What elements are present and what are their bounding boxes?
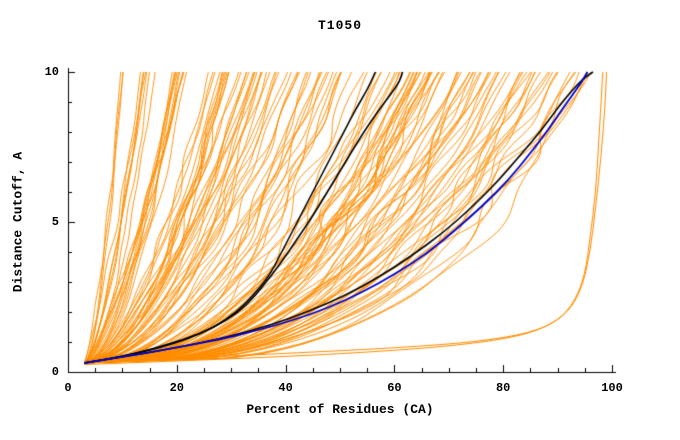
x-tick-label: 40: [278, 381, 293, 395]
y-tick-label: 0: [51, 365, 59, 379]
x-tick-label: 60: [387, 381, 402, 395]
y-tick-label: 5: [51, 215, 59, 229]
y-tick-label: 10: [44, 65, 59, 79]
x-tick-label: 0: [64, 381, 72, 395]
y-axis-label: Distance Cutoff, A: [10, 151, 26, 293]
x-axis-label: Percent of Residues (CA): [246, 402, 434, 417]
x-tick-label: 80: [495, 381, 511, 395]
x-tick-label: 20: [169, 381, 184, 395]
x-tick-label: 100: [601, 381, 623, 395]
chart-title: T1050: [317, 18, 363, 33]
